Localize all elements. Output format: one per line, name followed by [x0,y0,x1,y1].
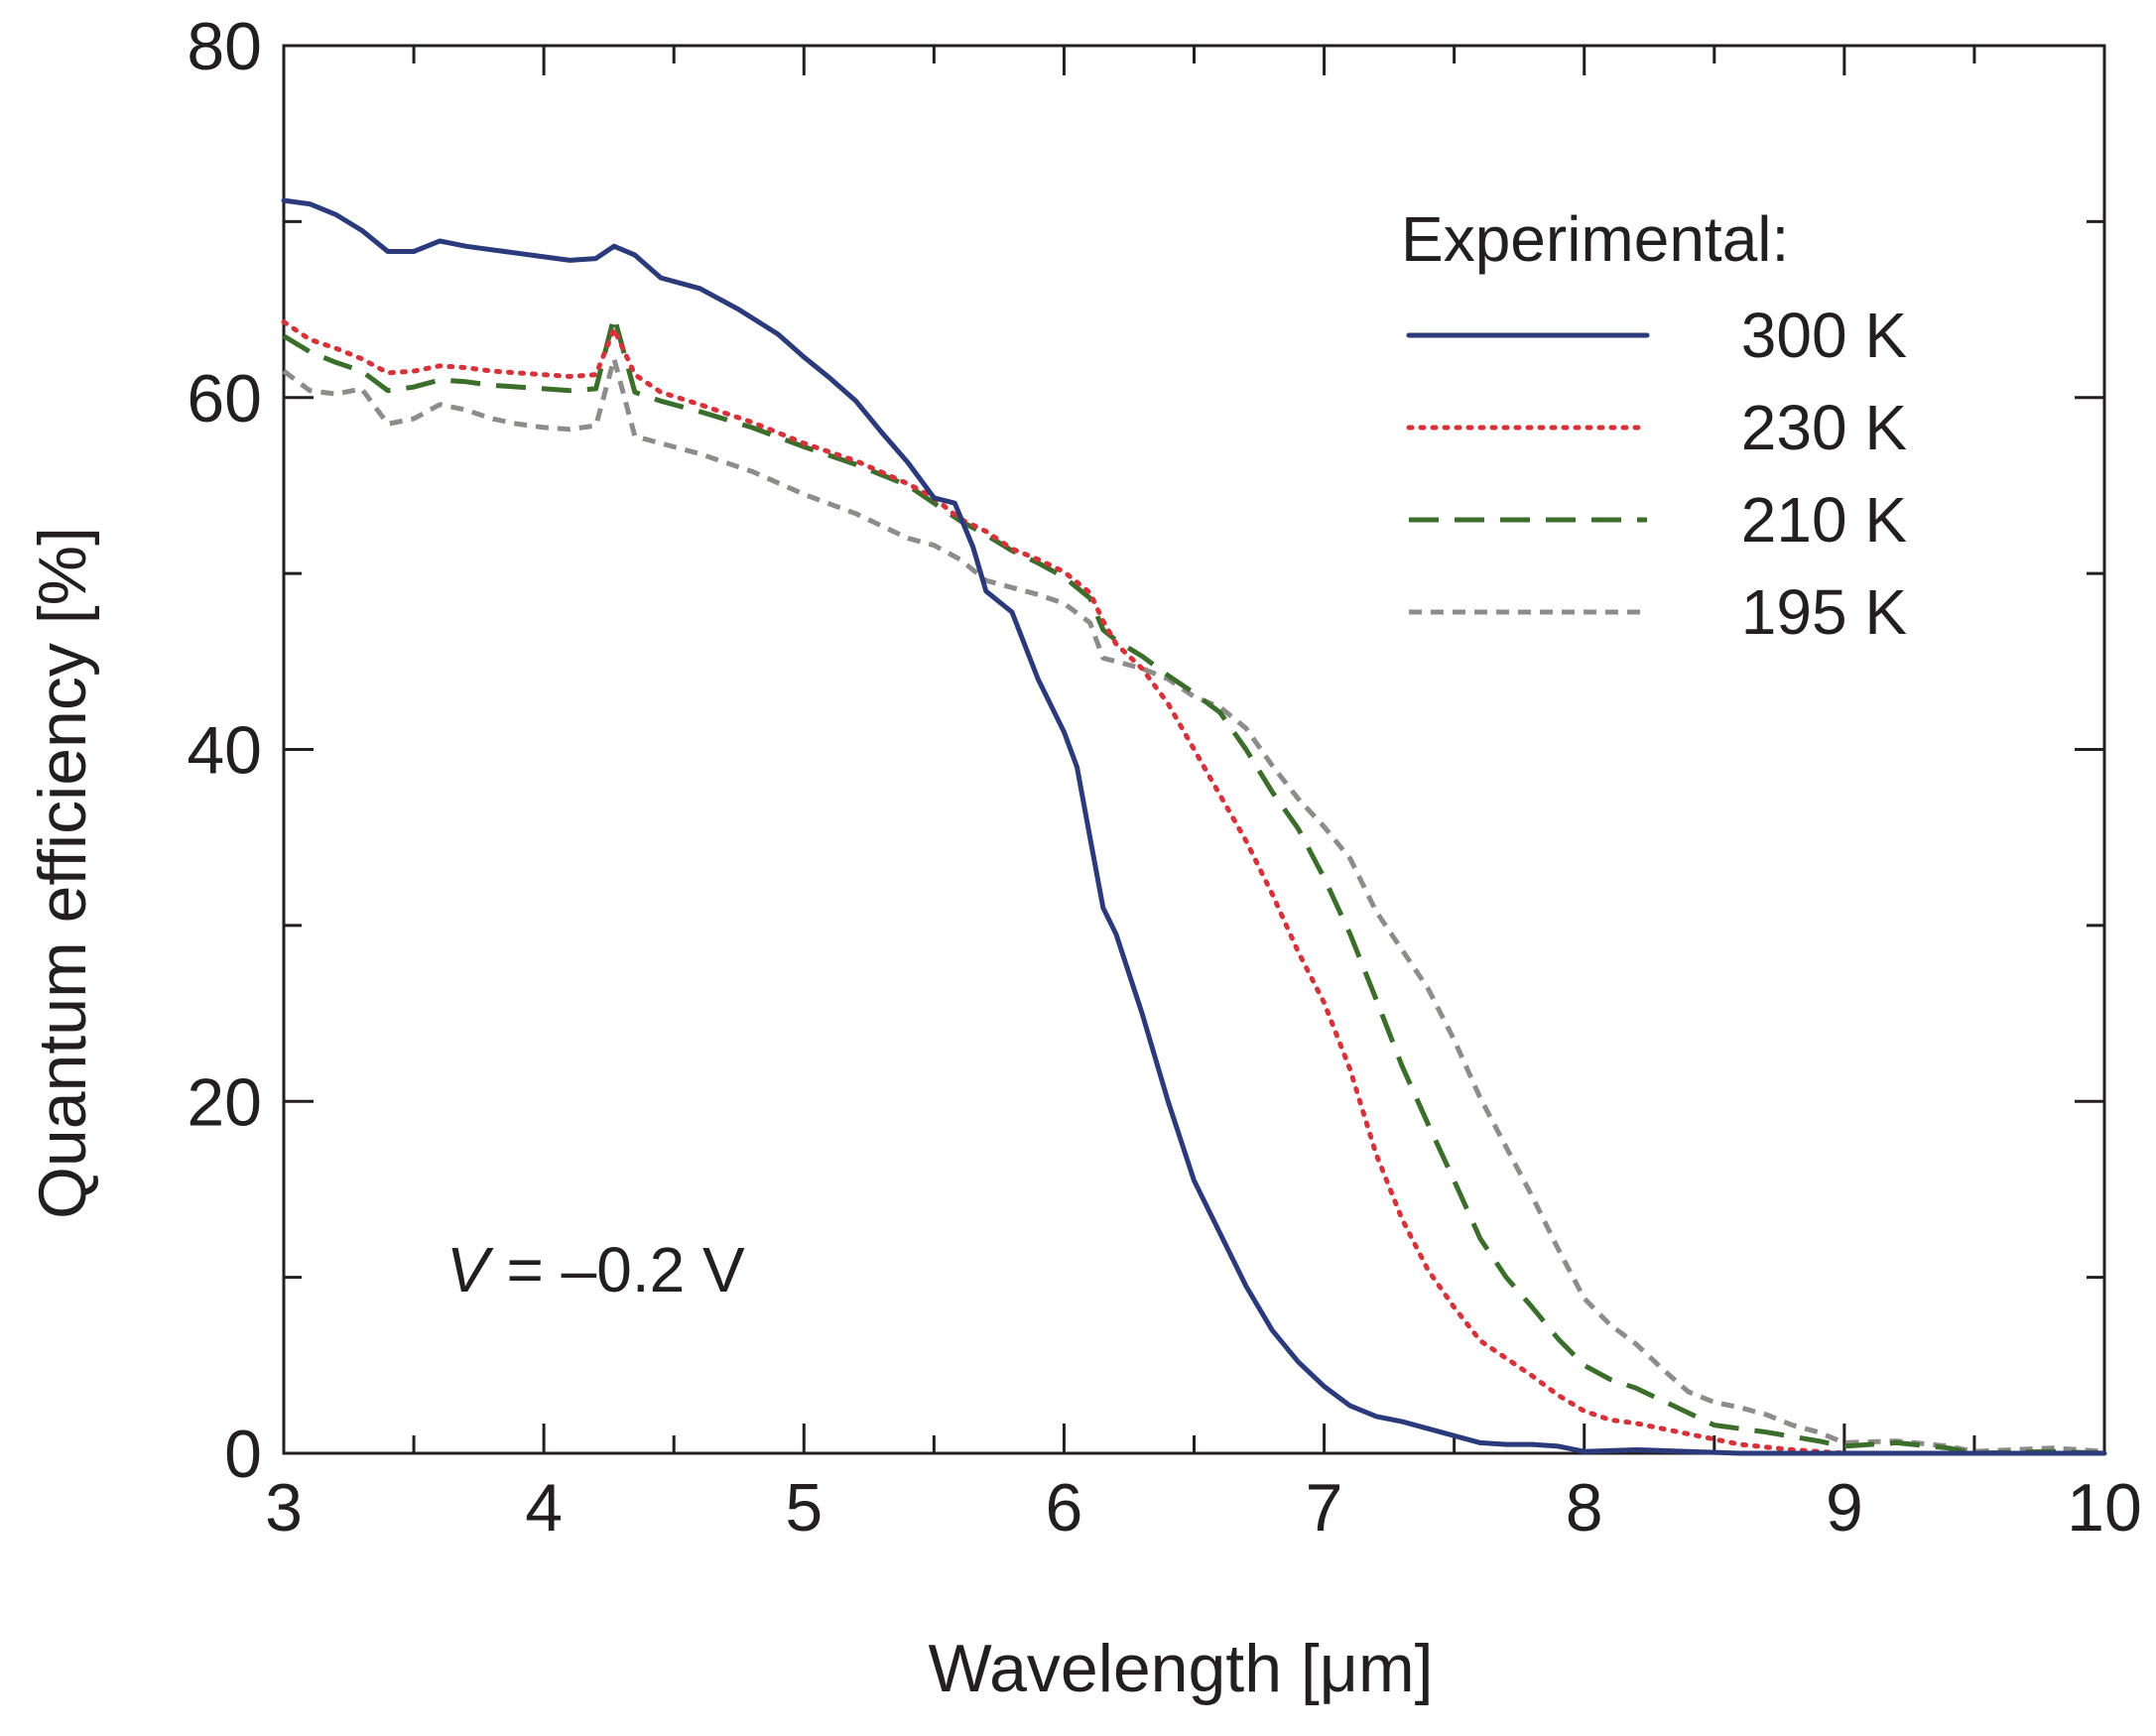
x-tick-label: 9 [1826,1470,1863,1546]
x-tick-label: 6 [1046,1470,1083,1546]
legend-label-230k: 230 K [1741,392,1907,463]
legend-title: Experimental: [1401,203,1789,275]
voltage-variable: V [446,1234,494,1305]
legend-label-195k: 195 K [1741,576,1907,648]
x-axis-title: Wavelength [μm] [928,1631,1433,1706]
y-tick-label: 40 [187,713,262,789]
legend: Experimental: 300 K 230 K 210 K 195 K [1401,203,1907,648]
x-tick-label: 4 [525,1470,563,1546]
series-line-195k [282,356,2105,1454]
y-axis-title: Quantum efficiency [%] [25,527,100,1219]
series-line-210k [282,313,2105,1456]
series-line-300k [281,197,2107,1456]
x-tick-label: 10 [2067,1470,2142,1546]
series-layer [281,197,2107,1456]
x-tick-label: 5 [785,1470,823,1546]
y-tick-label: 80 [187,9,262,84]
x-tick-label: 8 [1566,1470,1603,1546]
y-tick-label: 60 [187,361,262,436]
y-tick-label: 20 [187,1064,262,1140]
axis-tick-labels: 3 4 5 6 7 8 9 10 0 20 40 60 80 [187,9,2141,1546]
bias-voltage-annotation: V = –0.2 V [446,1234,745,1305]
series-line-230k [281,319,2107,1456]
axis-ticks [282,44,2106,1455]
voltage-value: = –0.2 V [489,1234,745,1305]
legend-label-210k: 210 K [1741,484,1907,556]
x-tick-label: 7 [1306,1470,1343,1546]
x-tick-label: 3 [265,1470,303,1546]
y-tick-label: 0 [224,1417,262,1492]
legend-label-300k: 300 K [1741,300,1907,371]
